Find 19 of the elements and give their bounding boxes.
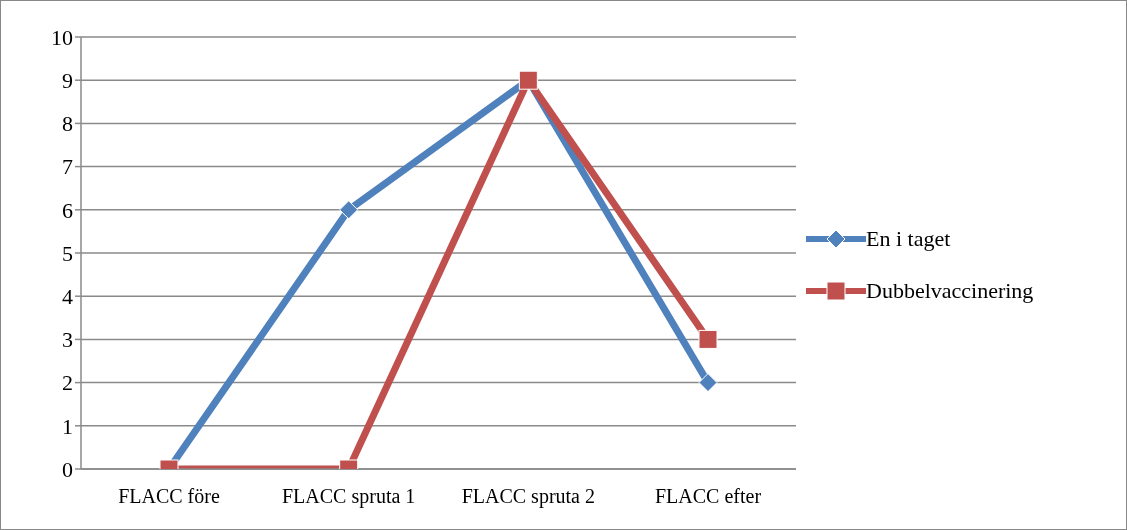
- y-tick-label: 4: [62, 284, 73, 310]
- x-tick-label: FLACC före: [118, 485, 220, 508]
- y-tick-label: 6: [62, 197, 73, 223]
- point: [698, 329, 718, 349]
- y-tick-label: 5: [62, 240, 73, 266]
- y-tick-label: 8: [62, 111, 73, 137]
- y-tick-label: 1: [62, 413, 73, 439]
- legend-label: Dubbelvaccinering: [866, 278, 1034, 304]
- point: [339, 200, 359, 220]
- y-tick-label: 2: [62, 370, 73, 396]
- y-tick-label: 10: [51, 24, 73, 50]
- y-tick-label: 9: [62, 68, 73, 94]
- y-tick-label: 7: [62, 154, 73, 180]
- y-tick-label: 0: [62, 456, 73, 482]
- x-tick-label: FLACC efter: [654, 485, 762, 508]
- x-tick-label: FLACC spruta 1: [281, 485, 416, 509]
- legend-label: En i taget: [866, 226, 951, 252]
- y-tick-label: 3: [62, 327, 73, 353]
- x-tick-label: FLACC spruta 2: [461, 485, 596, 509]
